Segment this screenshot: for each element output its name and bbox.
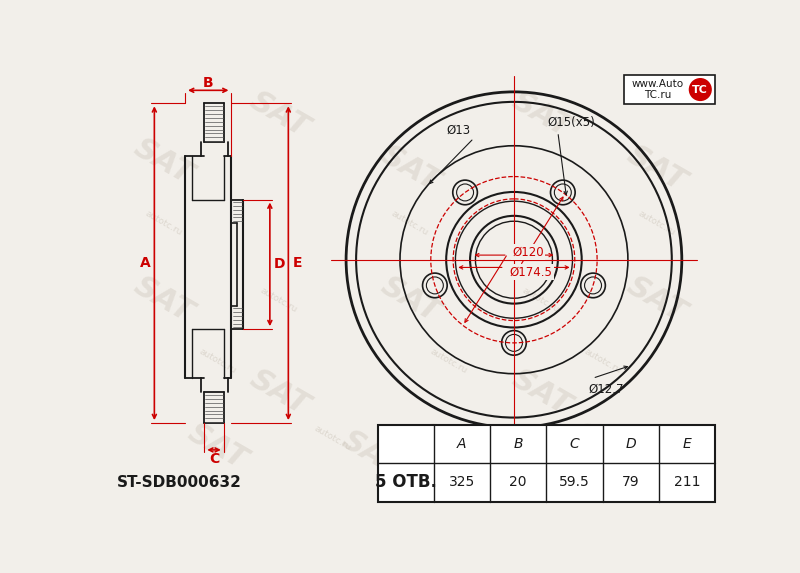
Text: autotc.ru: autotc.ru <box>636 209 677 237</box>
Text: SAT: SAT <box>414 418 483 474</box>
Text: 79: 79 <box>622 475 639 489</box>
Text: SAT: SAT <box>129 272 198 328</box>
Text: Ø12.7: Ø12.7 <box>589 383 624 395</box>
Text: www.Auto: www.Auto <box>632 79 684 89</box>
Bar <box>624 75 715 104</box>
Text: 211: 211 <box>674 475 700 489</box>
Text: A: A <box>458 437 466 451</box>
Text: TC: TC <box>692 85 708 95</box>
Text: SAT: SAT <box>622 140 691 197</box>
Text: B: B <box>203 76 214 89</box>
Bar <box>378 425 715 501</box>
Text: E: E <box>293 256 302 270</box>
Text: E: E <box>682 437 691 451</box>
Text: A: A <box>140 256 150 270</box>
Text: 5 ОТВ.: 5 ОТВ. <box>375 473 437 491</box>
Text: Ø15(x5): Ø15(x5) <box>548 116 595 129</box>
Text: D: D <box>626 437 636 451</box>
Text: SAT: SAT <box>375 272 445 328</box>
Text: autotc.ru: autotc.ru <box>390 209 430 237</box>
Text: C: C <box>209 452 219 466</box>
Text: B: B <box>514 437 523 451</box>
Text: SAT: SAT <box>506 364 576 421</box>
Text: autotc.ru: autotc.ru <box>313 424 353 453</box>
Text: autotc.ru: autotc.ru <box>259 285 299 314</box>
Text: TC.ru: TC.ru <box>644 90 672 100</box>
Text: 20: 20 <box>510 475 527 489</box>
Text: D: D <box>274 257 285 272</box>
Text: SAT: SAT <box>375 140 445 197</box>
Text: autotc.ru: autotc.ru <box>506 439 546 468</box>
Text: autotc.ru: autotc.ru <box>143 209 184 237</box>
Text: Ø120: Ø120 <box>512 245 544 258</box>
Text: Ø174.5: Ø174.5 <box>510 265 552 278</box>
Circle shape <box>689 78 712 101</box>
Text: SAT: SAT <box>244 364 314 421</box>
Text: autotc.ru: autotc.ru <box>198 347 238 375</box>
Text: SAT: SAT <box>182 418 252 474</box>
Text: SAT: SAT <box>129 133 198 190</box>
Text: SAT: SAT <box>506 87 576 143</box>
Text: SAT: SAT <box>622 272 691 328</box>
Text: ST-SDB000632: ST-SDB000632 <box>117 475 242 490</box>
Text: SAT: SAT <box>568 418 638 474</box>
Text: SAT: SAT <box>337 425 406 482</box>
Text: autotc.ru: autotc.ru <box>582 347 622 375</box>
Text: SAT: SAT <box>244 87 314 143</box>
Text: C: C <box>570 437 579 451</box>
Text: 59.5: 59.5 <box>559 475 590 489</box>
Text: Ø13: Ø13 <box>446 124 470 137</box>
Text: 325: 325 <box>449 475 475 489</box>
Text: autotc.ru: autotc.ru <box>521 285 561 314</box>
Text: autotc.ru: autotc.ru <box>428 347 469 375</box>
